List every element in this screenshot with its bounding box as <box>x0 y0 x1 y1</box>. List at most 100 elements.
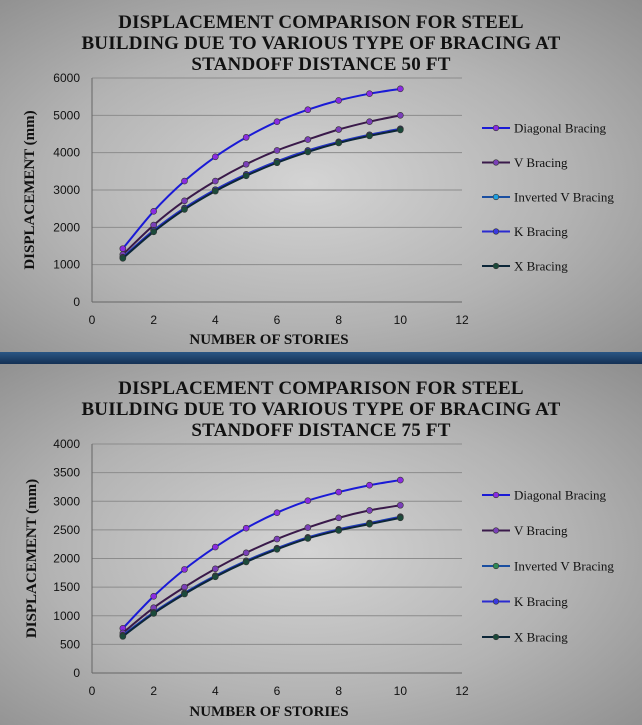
data-point <box>212 153 219 161</box>
x-axis-label: NUMBER OF STORIES <box>189 704 348 720</box>
data-point <box>366 507 373 514</box>
data-point <box>212 573 219 581</box>
series-line <box>122 516 401 638</box>
data-point <box>366 118 373 125</box>
data-point <box>273 546 281 553</box>
y-tick-label: 3000 <box>53 494 80 508</box>
data-point <box>181 206 188 213</box>
y-tick-label: 2500 <box>53 523 80 537</box>
x-tick-label: 6 <box>274 684 281 698</box>
data-point <box>181 197 188 205</box>
data-point <box>273 535 281 543</box>
y-tick-label: 2000 <box>53 552 80 566</box>
data-point <box>366 520 373 528</box>
x-tick-label: 2 <box>150 684 157 698</box>
data-point <box>181 566 188 573</box>
data-point <box>335 488 342 496</box>
y-tick-label: 500 <box>60 637 80 651</box>
y-axis-label: DISPLACEMENT (mm) <box>22 110 38 269</box>
x-tick-label: 0 <box>89 684 96 698</box>
x-tick-label: 12 <box>455 684 469 698</box>
data-point <box>242 172 250 180</box>
data-point <box>397 514 404 522</box>
chart-panel-75ft: DISPLACEMENT COMPARISON FOR STEEL BUILDI… <box>0 364 642 725</box>
line-chart-75ft: 0 500 1000 1500 2000 2500 3000 3500 4000 0 2 4 6 8 10 1… <box>24 437 614 720</box>
data-point <box>242 558 250 566</box>
data-point <box>335 527 342 534</box>
x-tick-label: 4 <box>212 684 219 698</box>
data-point <box>181 177 188 185</box>
data-point <box>242 134 250 141</box>
y-tick-label: 6000 <box>53 71 80 85</box>
data-point <box>366 481 373 489</box>
legend-label: Inverted V Bracing <box>514 190 614 205</box>
legend-label: X Bracing <box>514 630 568 645</box>
data-point <box>397 85 404 93</box>
data-point <box>212 177 219 185</box>
x-tick-label: 4 <box>212 313 219 327</box>
y-tick-label: 1000 <box>53 258 80 272</box>
series-line <box>122 479 401 630</box>
data-point <box>304 136 312 143</box>
legend-marker <box>492 598 500 605</box>
legend-marker <box>492 124 500 132</box>
y-tick-label: 1000 <box>53 609 80 623</box>
y-tick-label: 5000 <box>53 108 80 122</box>
data-point <box>212 187 219 195</box>
data-point <box>304 535 312 542</box>
legend-marker <box>492 562 500 570</box>
series-line <box>122 516 401 637</box>
data-point <box>366 90 373 97</box>
data-point <box>119 633 127 640</box>
data-point <box>150 592 157 600</box>
series-line <box>122 128 401 259</box>
data-point <box>119 245 127 252</box>
legend-marker <box>492 193 500 201</box>
x-tick-label: 0 <box>89 313 96 327</box>
x-tick-label: 6 <box>274 313 281 327</box>
legend-label: V Bracing <box>514 523 568 538</box>
series-line <box>122 87 401 250</box>
data-point <box>273 509 281 516</box>
data-point <box>181 590 188 598</box>
data-point <box>397 112 404 119</box>
x-axis-label: NUMBER OF STORIES <box>189 332 348 348</box>
data-point <box>150 610 157 617</box>
legend-marker <box>492 633 500 641</box>
y-tick-label: 4000 <box>53 146 80 160</box>
data-point <box>119 255 127 262</box>
data-point <box>242 160 250 168</box>
data-point <box>335 139 342 147</box>
legend-label: Diagonal Bracing <box>514 488 607 503</box>
data-point <box>397 501 404 509</box>
data-point <box>397 476 404 484</box>
data-point <box>273 118 281 125</box>
chart-title: DISPLACEMENT COMPARISON FOR STEEL BUILDI… <box>81 378 561 441</box>
legend-label: K Bracing <box>514 224 568 239</box>
y-axis-label: DISPLACEMENT (mm) <box>24 479 40 638</box>
data-point <box>212 565 219 573</box>
data-point <box>335 126 342 133</box>
legend-marker <box>492 527 500 534</box>
y-tick-label: 1500 <box>53 580 80 594</box>
legend-marker <box>492 159 500 166</box>
x-tick-label: 8 <box>335 313 342 327</box>
chart-title: DISPLACEMENT COMPARISON FOR STEEL BUILDI… <box>81 12 561 75</box>
data-point <box>304 497 312 504</box>
legend-marker <box>492 262 500 270</box>
y-tick-label: 4000 <box>53 437 80 451</box>
series-line <box>122 128 401 260</box>
y-tick-label: 2000 <box>53 220 80 234</box>
y-tick-label: 3500 <box>53 466 80 480</box>
x-tick-label: 10 <box>394 684 408 698</box>
legend-label: X Bracing <box>514 259 568 274</box>
data-point <box>150 207 157 215</box>
series-line <box>122 127 401 258</box>
x-tick-label: 12 <box>455 313 469 327</box>
y-tick-label: 3000 <box>53 183 80 197</box>
legend-label: Inverted V Bracing <box>514 559 614 574</box>
data-point <box>366 132 373 140</box>
legend-label: K Bracing <box>514 594 568 609</box>
series-line <box>122 504 401 634</box>
data-point <box>335 97 342 104</box>
